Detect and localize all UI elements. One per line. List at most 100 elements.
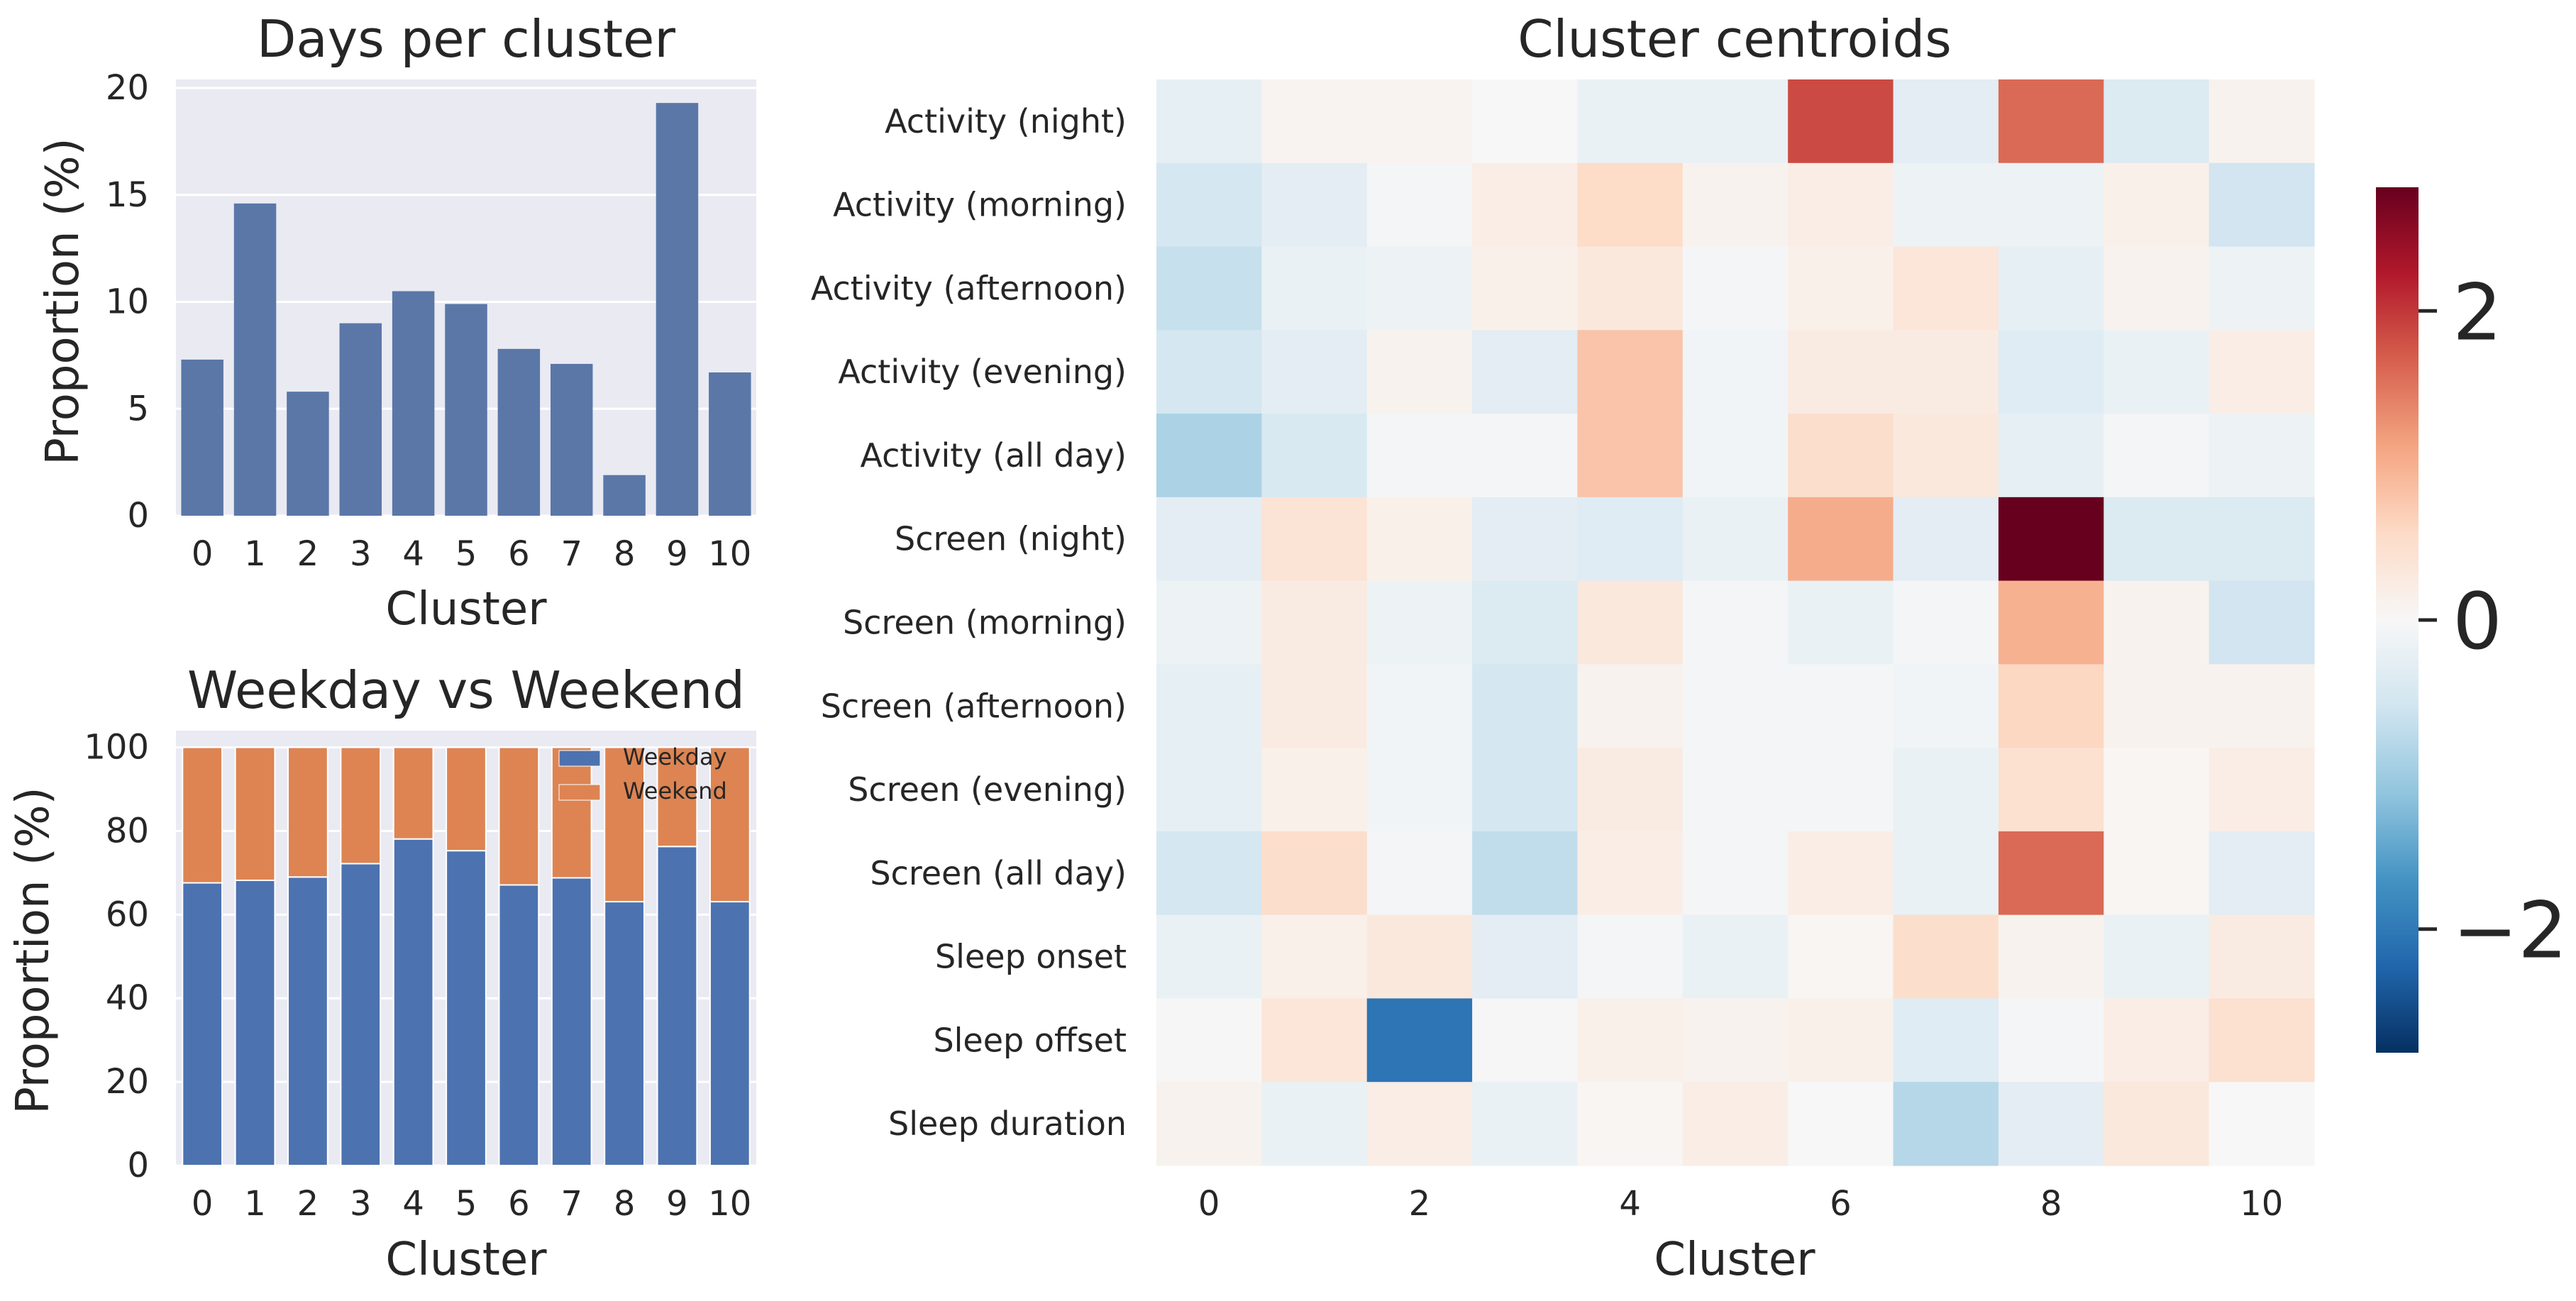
heatmap-cell-r3-c8 (1998, 330, 2104, 414)
c1-bar-8 (603, 475, 646, 516)
heatmap-cell-r1-c4 (1577, 162, 1684, 248)
heatmap-cell-r8-c2 (1366, 748, 1473, 832)
heatmap-cell-r12-c0 (1156, 1082, 1262, 1166)
heatmap-cell-r10-c8 (1998, 914, 2104, 1000)
c2-bar-weekday-3 (340, 863, 382, 1166)
heatmap-cell-r3-c2 (1366, 330, 1473, 414)
c1-xlabel: Cluster (385, 583, 547, 636)
c1-bar-3 (339, 323, 382, 516)
c3-xtick-label: 8 (2040, 1184, 2062, 1224)
heatmap-cell-r3-c1 (1261, 330, 1368, 414)
heatmap-cell-r12-c6 (1788, 1082, 1894, 1166)
heatmap-cell-r0-c10 (2209, 79, 2315, 164)
heatmap-cell-r7-c4 (1577, 664, 1684, 748)
heatmap-cell-r1-c5 (1682, 162, 1789, 248)
c2-xtick-label: 8 (614, 1184, 636, 1224)
heatmap-cell-r10-c0 (1156, 914, 1262, 1000)
row-label: Screen (morning) (843, 604, 1127, 642)
row-label: Activity (night) (885, 102, 1127, 140)
heatmap-cell-r9-c7 (1893, 831, 1999, 916)
heatmap-cell-r10-c5 (1682, 914, 1789, 1000)
heatmap-cell-r12-c10 (2209, 1082, 2315, 1166)
heatmap-cell-r1-c3 (1472, 162, 1579, 248)
heatmap-cell-r0-c2 (1366, 79, 1473, 164)
heatmap-cell-r4-c10 (2209, 414, 2315, 498)
heatmap-cell-r9-c9 (2104, 831, 2210, 916)
c1-bar-5 (445, 304, 487, 516)
heatmap-cell-r0-c3 (1472, 79, 1579, 164)
heatmap-cell-r9-c2 (1366, 831, 1473, 916)
c2-xtick-label: 9 (666, 1184, 688, 1224)
heatmap-cell-r7-c5 (1682, 664, 1789, 748)
c3-title: Cluster centroids (1518, 9, 1951, 69)
heatmap-cell-r9-c4 (1577, 831, 1684, 916)
heatmap-cell-r8-c4 (1577, 748, 1684, 832)
heatmap-cell-r8-c9 (2104, 748, 2210, 832)
heatmap-cell-r3-c3 (1472, 330, 1579, 414)
heatmap-cell-r7-c0 (1156, 664, 1262, 748)
heatmap-cell-r5-c0 (1156, 497, 1262, 582)
heatmap-cell-r1-c0 (1156, 162, 1262, 248)
row-label: Activity (morning) (833, 186, 1127, 224)
heatmap-cell-r12-c2 (1366, 1082, 1473, 1166)
c1-xtick-label: 2 (297, 534, 319, 574)
heatmap-cell-r6-c3 (1472, 580, 1579, 665)
heatmap-cell-r9-c1 (1261, 831, 1368, 916)
row-label: Sleep onset (935, 938, 1127, 976)
c2-xtick-label: 7 (560, 1184, 582, 1224)
c3-xlabel: Cluster (1654, 1234, 1815, 1286)
c1-xtick-label: 1 (244, 534, 266, 574)
c1-bar-0 (181, 359, 223, 516)
heatmap-cell-r2-c10 (2209, 246, 2315, 331)
heatmap-cell-r9-c5 (1682, 831, 1789, 916)
c2-bar-weekend-4 (392, 746, 434, 840)
heatmap-cell-r10-c3 (1472, 914, 1579, 1000)
colorbar-tick-label: 2 (2453, 267, 2502, 358)
heatmap-cell-r7-c1 (1261, 664, 1368, 748)
heatmap-cell-r5-c4 (1577, 497, 1684, 582)
heatmap-cell-r3-c9 (2104, 330, 2210, 414)
heatmap-cell-r1-c7 (1893, 162, 1999, 248)
c2-bar-weekday-5 (446, 850, 487, 1166)
heatmap-cell-r6-c7 (1893, 580, 1999, 665)
c2-ytick-label: 40 (106, 978, 149, 1018)
heatmap-cell-r0-c1 (1261, 79, 1368, 164)
row-label: Sleep offset (933, 1021, 1127, 1059)
heatmap-cell-r3-c7 (1893, 330, 1999, 414)
heatmap-cell-r11-c4 (1577, 998, 1684, 1083)
heatmap-cell-r0-c8 (1998, 79, 2104, 164)
c1-ytick-label: 20 (106, 68, 149, 108)
heatmap-cell-r2-c3 (1472, 246, 1579, 331)
heatmap-cell-r10-c1 (1261, 914, 1368, 1000)
c2-xtick-label: 4 (402, 1184, 424, 1224)
heatmap-cell-r10-c4 (1577, 914, 1684, 1000)
c2-bar-weekend-1 (234, 746, 276, 882)
heatmap-cell-r4-c1 (1261, 414, 1368, 498)
colorbar-bar (2376, 187, 2419, 1053)
heatmap-cell-r4-c9 (2104, 414, 2210, 498)
c1-title: Days per cluster (257, 9, 675, 69)
heatmap-cell-r11-c2 (1366, 998, 1473, 1083)
heatmap-cell-r6-c1 (1261, 580, 1368, 665)
heatmap-cell-r6-c8 (1998, 580, 2104, 665)
c2-bar-weekday-1 (234, 880, 276, 1166)
heatmap-cell-r2-c8 (1998, 246, 2104, 331)
heatmap-cell-r11-c6 (1788, 998, 1894, 1083)
heatmap-cell-r3-c0 (1156, 330, 1262, 414)
c2-bar-weekday-10 (709, 901, 751, 1167)
c3-xtick-label: 4 (1619, 1184, 1641, 1224)
heatmap-cell-r8-c8 (1998, 748, 2104, 832)
heatmap-cell-r5-c10 (2209, 497, 2315, 582)
heatmap-cell-r6-c0 (1156, 580, 1262, 665)
heatmap-cell-r7-c6 (1788, 664, 1894, 748)
c1-xtick-label: 7 (560, 534, 582, 574)
c2-bar-weekend-5 (446, 746, 487, 852)
c2-xtick-label: 10 (708, 1184, 751, 1224)
heatmap-cell-r7-c10 (2209, 664, 2315, 748)
heatmap-cell-r11-c7 (1893, 998, 1999, 1083)
heatmap-cell-r5-c5 (1682, 497, 1789, 582)
heatmap-cell-r11-c0 (1156, 998, 1262, 1083)
c2-ytick-label: 100 (84, 728, 149, 768)
c2-bar-weekend-9 (656, 746, 698, 848)
c2-bar-weekend-6 (498, 746, 540, 886)
